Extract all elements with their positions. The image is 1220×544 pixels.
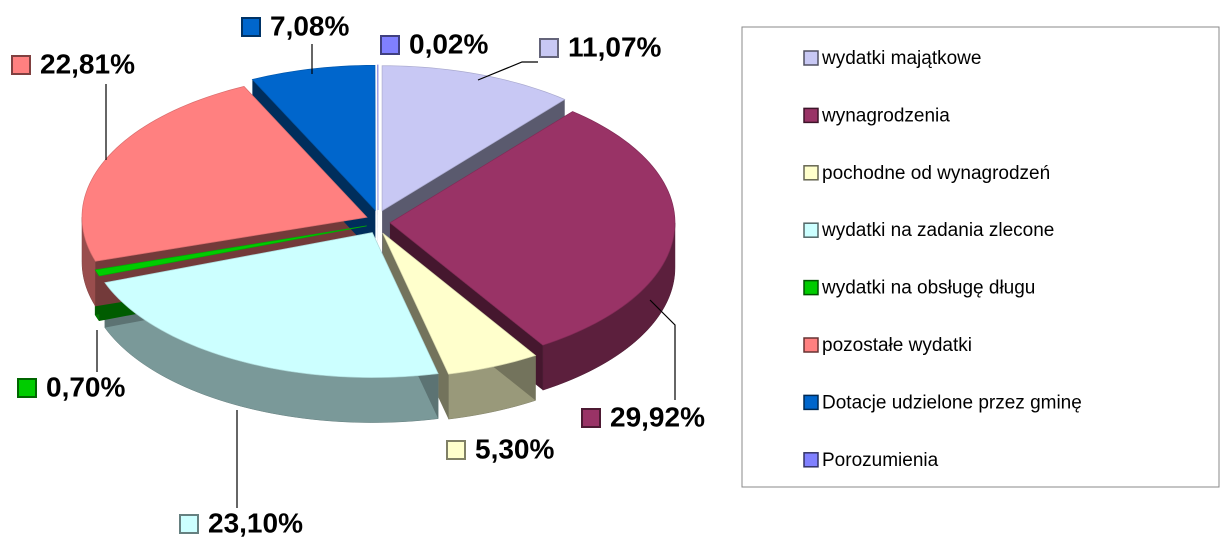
data-label: 22,81% — [40, 48, 135, 79]
legend-swatch — [803, 394, 819, 411]
legend-label: Dotacje udzielone przez gminę — [822, 392, 1082, 413]
label-icon — [380, 35, 400, 55]
legend-box — [741, 26, 1220, 488]
label-icon — [17, 378, 37, 398]
slice — [94, 225, 367, 277]
legend-swatch — [803, 107, 819, 124]
data-label: 23,10% — [208, 507, 303, 538]
legend-label: wydatki na obsługę długu — [821, 278, 1035, 299]
legend-label: pochodne od wynagrodzeń — [822, 163, 1050, 184]
legend-swatch — [803, 452, 819, 468]
legend-swatch — [803, 222, 819, 238]
label-icon — [539, 38, 559, 58]
data-label: 0,70% — [46, 371, 125, 402]
legend-label: Porozumienia — [822, 450, 939, 471]
legend-swatch — [803, 50, 819, 66]
legend-label: wydatki majątkowe — [821, 48, 981, 69]
legend-swatch — [803, 337, 819, 353]
label-icon — [241, 17, 261, 37]
legend-swatch — [803, 279, 819, 296]
data-label: 5,30% — [475, 433, 554, 464]
data-label: 29,92% — [610, 401, 705, 432]
slice — [381, 65, 566, 212]
data-label: 11,07% — [568, 31, 662, 62]
legend-label: wydatki na zadania zlecone — [821, 220, 1054, 241]
legend-swatch — [803, 165, 819, 181]
slice — [104, 232, 439, 378]
pie-tops — [81, 64, 676, 378]
legend-label: wynagrodzenia — [821, 105, 950, 126]
label-icon — [179, 514, 199, 534]
slice — [81, 86, 368, 262]
label-icon — [11, 55, 31, 75]
legend-label: pozostałe wydatki — [822, 335, 972, 356]
label-icon — [446, 440, 466, 460]
slice — [382, 232, 537, 375]
slice — [389, 111, 676, 346]
data-label: 7,08% — [270, 10, 349, 41]
label-icon — [581, 408, 601, 428]
leader-line — [477, 61, 538, 81]
leader-line — [649, 299, 676, 400]
data-label: 0,02% — [409, 28, 488, 59]
